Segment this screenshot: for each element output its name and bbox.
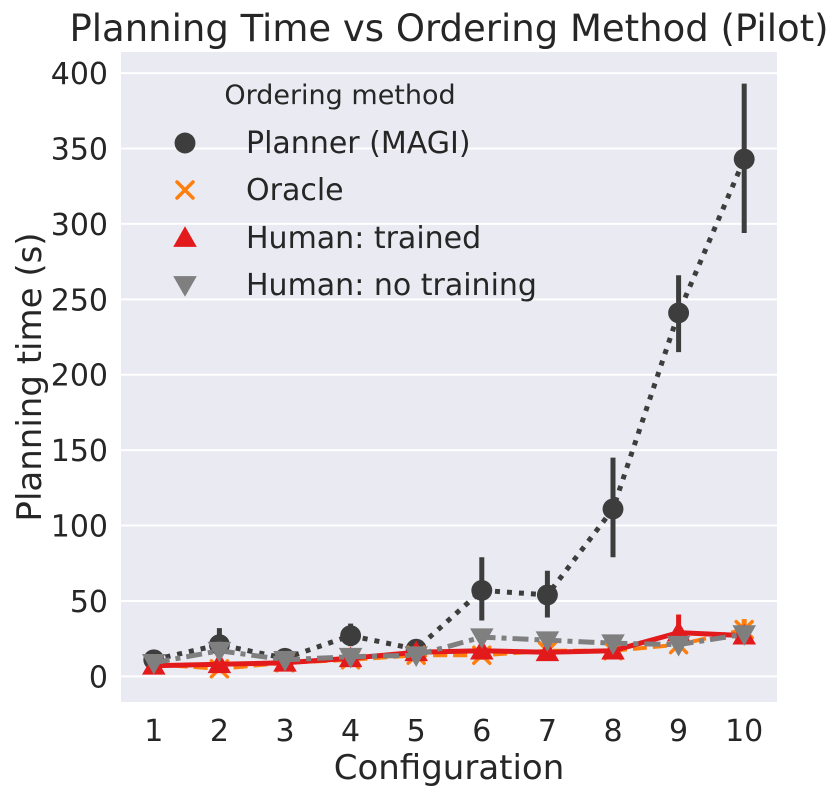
data-point [340,625,362,647]
y-tick-label: 0 [89,660,108,695]
data-point [602,498,624,520]
data-point [470,628,494,649]
series-line [153,627,745,671]
x-tick-label: 4 [341,714,360,749]
legend-label-planner: Planner (MAGI) [246,126,471,161]
legend-label-oracle: Oracle [246,173,344,208]
series-layer [142,83,756,679]
data-point [666,635,691,657]
data-point [470,638,494,660]
legend-label-human-trained: Human: trained [246,221,481,256]
series-line [153,631,745,666]
series-line [153,158,747,663]
legend-marker-human-trained [173,226,197,247]
x-tick-label: 2 [210,714,229,749]
legend-marker-planner-magi [174,132,196,154]
legend-label-human-no-training: Human: no training [246,268,537,303]
legend-markers [173,132,197,297]
data-point [668,302,690,324]
y-tick-label: 250 [51,283,108,318]
data-point [536,584,558,606]
legend-marker-human-no-training [173,276,197,297]
x-axis-label: Configuration [334,748,565,788]
data-point [338,647,363,669]
data-point [207,641,232,663]
x-tick-label: 8 [603,714,622,749]
legend-title: Ordering method [224,80,455,111]
data-point [601,634,625,655]
data-point [733,148,755,170]
x-tick-label: 7 [538,714,557,749]
x-tick-label: 9 [669,714,688,749]
x-tick-label: 1 [144,714,163,749]
y-tick-label: 150 [51,434,108,469]
plot-background [121,52,777,702]
y-tick-label: 300 [51,208,108,243]
x-tick-labels: 1 2 3 4 5 6 7 8 9 10 [144,714,763,749]
data-point [732,625,756,646]
data-point [207,652,232,674]
y-tick-label: 350 [51,133,108,168]
data-point [273,650,297,672]
x-tick-label: 5 [407,714,426,749]
x-tick-label: 3 [275,714,294,749]
y-tick-label: 50 [70,585,108,620]
y-tick-label: 100 [51,510,108,545]
grid-lines [121,72,777,678]
x-tick-label: 10 [725,714,763,749]
y-tick-label: 400 [51,57,108,92]
data-point [404,646,428,668]
data-point [471,579,493,601]
data-point [535,631,560,652]
y-axis-label: Planning time (s) [10,232,50,521]
chart-title: Planning Time vs Ordering Method (Pilot) [69,7,828,50]
y-tick-labels: 0 50 100 150 200 250 300 350 400 [51,57,108,695]
y-tick-label: 200 [51,359,108,394]
legend-marker-oracle [175,180,195,200]
legend: Ordering method Planner (MAGI) Oracle Hu… [173,80,537,303]
x-tick-label: 6 [472,714,491,749]
data-point [142,653,166,675]
series-human-no-training [142,625,756,675]
